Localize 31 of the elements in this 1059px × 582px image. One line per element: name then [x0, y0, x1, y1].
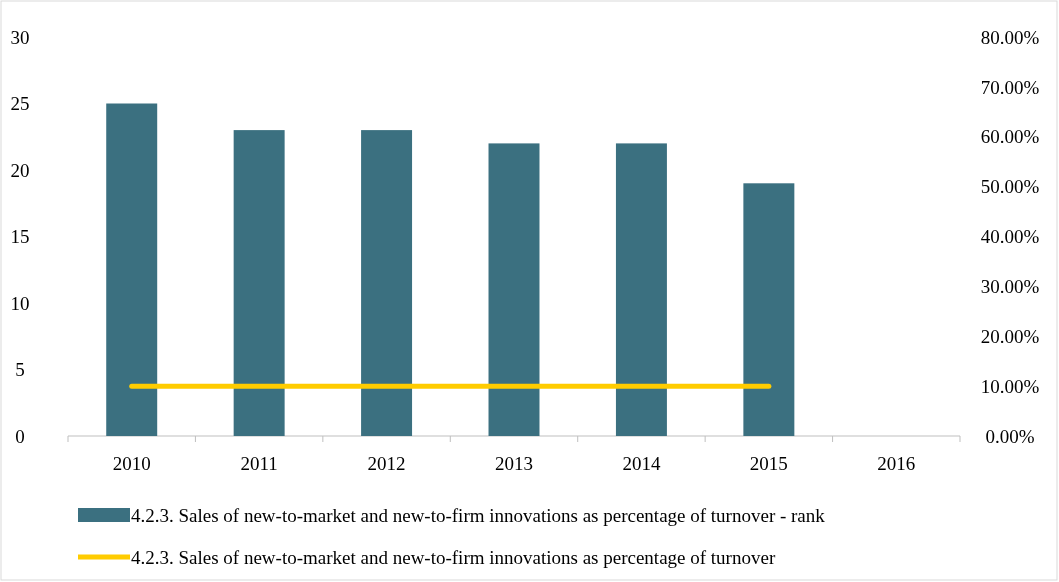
y-tick-label: 0	[15, 425, 25, 447]
x-tick-label: 2012	[367, 453, 406, 474]
y2-tick-label: 70.00%	[980, 76, 1040, 98]
bar	[233, 130, 285, 436]
bar	[743, 183, 795, 436]
y2-tick-label: 80.00%	[980, 26, 1040, 48]
y-tick-label: 10	[10, 292, 30, 314]
legend-label: 4.2.3. Sales of new-to-market and new-to-firm innovations as percentage of turnover - rank	[131, 504, 826, 526]
y-tick-label: 5	[15, 359, 25, 381]
y-tick-label: 30	[10, 26, 30, 48]
y-tick-label: 15	[10, 226, 30, 248]
y2-tick-label: 0.00%	[985, 425, 1035, 447]
y2-tick-label: 30.00%	[980, 276, 1040, 298]
y-tick-label: 20	[10, 159, 30, 181]
x-tick-label: 2010	[112, 453, 151, 474]
y-tick-label: 25	[10, 93, 30, 115]
x-tick-label: 2013	[495, 453, 533, 474]
y2-tick-label: 40.00%	[980, 226, 1040, 248]
bar	[488, 143, 540, 436]
x-tick-label: 2015	[749, 453, 788, 474]
y2-tick-label: 20.00%	[980, 325, 1040, 347]
y2-tick-label: 50.00%	[980, 176, 1040, 198]
bar	[361, 130, 413, 436]
bar	[106, 103, 158, 436]
y2-tick-label: 60.00%	[980, 126, 1040, 148]
y2-tick-label: 10.00%	[980, 375, 1040, 397]
x-tick-label: 2014	[622, 453, 661, 474]
bar	[615, 143, 667, 436]
x-tick-label: 2011	[240, 453, 278, 474]
legend-label: 4.2.3. Sales of new-to-market and new-to-firm innovations as percentage of turnover	[131, 546, 776, 568]
x-tick-label: 2016	[877, 453, 916, 474]
